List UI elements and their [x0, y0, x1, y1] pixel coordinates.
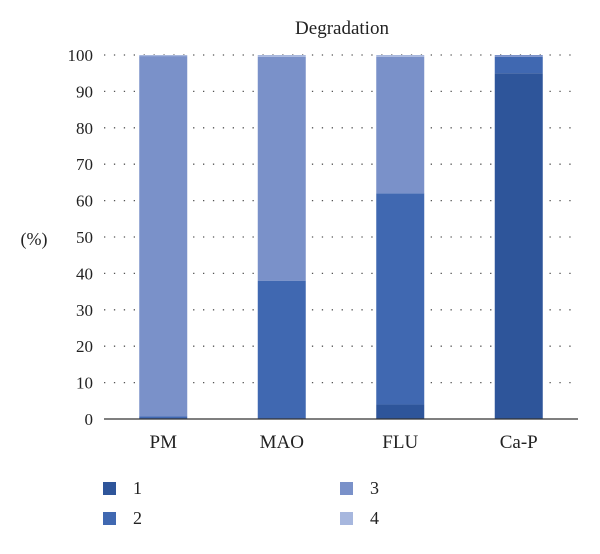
legend-swatch-1 [103, 482, 116, 495]
legend-swatch-2 [103, 512, 116, 525]
bar-segment-series-3 [494, 55, 543, 57]
y-tick-label: 40 [76, 264, 93, 283]
bar-segment-series-4 [257, 55, 306, 57]
y-tick-label: 70 [76, 155, 93, 174]
y-tick-label: 0 [85, 410, 94, 429]
y-tick-label: 60 [76, 192, 93, 211]
chart-title: Degradation [295, 18, 389, 39]
y-tick-label: 100 [68, 46, 94, 65]
bar-segment-series-2 [139, 416, 188, 419]
legend-label-1: 1 [133, 478, 142, 498]
bar-segment-series-2 [376, 193, 425, 405]
x-category-label: FLU [382, 432, 418, 453]
bar-segment-series-4 [376, 55, 425, 57]
x-category-label: PM [150, 432, 178, 453]
y-tick-label: 90 [76, 82, 93, 101]
y-tick-label: 50 [76, 228, 93, 247]
legend-swatch-3 [340, 482, 353, 495]
legend-swatch-4 [340, 512, 353, 525]
bar-segment-series-2 [257, 280, 306, 419]
legend: 1 2 3 4 [103, 478, 379, 528]
y-tick-label: 80 [76, 119, 93, 138]
y-tick-label: 20 [76, 337, 93, 356]
x-category-labels: PM MAO FLU Ca-P [150, 432, 538, 453]
bar-segment-series-4 [139, 55, 188, 57]
legend-label-2: 2 [133, 508, 142, 528]
bar-segment-series-1 [494, 73, 543, 419]
y-axis-label: (%) [21, 229, 48, 250]
y-tick-labels: 0 10 20 30 40 50 60 70 80 90 100 [68, 46, 94, 429]
legend-label-3: 3 [370, 478, 379, 498]
bar-segment-series-3 [139, 56, 188, 417]
bar-segment-series-3 [376, 56, 425, 194]
x-category-label: Ca-P [500, 432, 538, 453]
x-category-label: MAO [260, 432, 304, 453]
bar-segment-series-2 [494, 56, 543, 74]
bar-segment-series-1 [376, 404, 425, 419]
legend-label-4: 4 [370, 508, 379, 528]
bar-segment-series-3 [257, 56, 306, 281]
y-tick-label: 30 [76, 301, 93, 320]
bar-stacks [139, 55, 543, 419]
y-tick-label: 10 [76, 374, 93, 393]
